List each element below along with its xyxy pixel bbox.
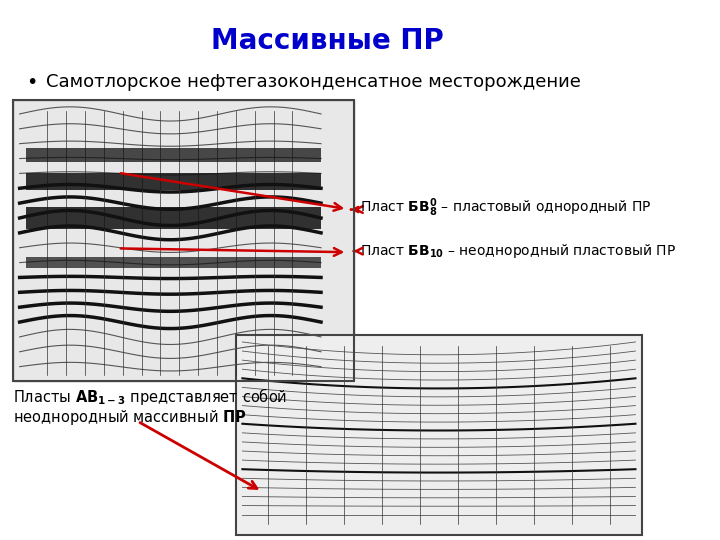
FancyBboxPatch shape [26,207,321,229]
Text: Пласт $\mathbf{БВ_8^0}$ – пластовый однородный ПР: Пласт $\mathbf{БВ_8^0}$ – пластовый одно… [360,197,652,219]
Text: неоднородный массивный $\mathbf{ПР}$: неоднородный массивный $\mathbf{ПР}$ [13,408,247,427]
FancyBboxPatch shape [26,173,321,190]
Text: Пласты $\mathbf{АВ_{1-3}}$ представляет собой: Пласты $\mathbf{АВ_{1-3}}$ представляет … [13,386,287,407]
Text: •: • [26,73,37,92]
Text: Самотлорское нефтегазоконденсатное месторождение: Самотлорское нефтегазоконденсатное место… [46,73,581,91]
FancyBboxPatch shape [26,147,321,161]
Text: Массивные ПР: Массивные ПР [211,27,444,55]
FancyBboxPatch shape [26,257,321,268]
FancyBboxPatch shape [13,100,354,381]
Text: Пласт $\mathbf{БВ_{10}}$ – неоднородный пластовый ПР: Пласт $\mathbf{БВ_{10}}$ – неоднородный … [360,242,676,260]
FancyBboxPatch shape [236,335,642,535]
